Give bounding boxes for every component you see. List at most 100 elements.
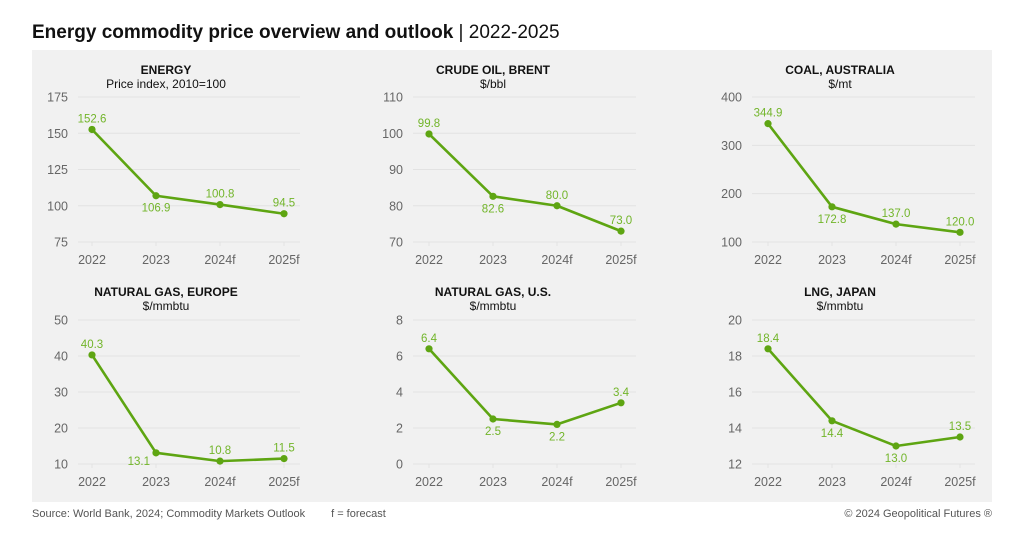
x-tick-label: 2024f [880,475,912,489]
chart-panel-3: NATURAL GAS, EUROPE$/mmbtu 10 20 30 40 50 2022… [54,285,300,489]
y-tick-label: 4 [396,386,403,400]
data-point [553,202,561,210]
y-tick-label: 30 [54,386,68,400]
x-tick-label: 2025f [944,475,976,489]
data-label: 172.8 [818,214,847,226]
data-label: 10.8 [209,445,231,457]
data-point [828,203,836,211]
data-point [489,192,497,200]
data-label: 13.1 [128,456,150,468]
y-tick-label: 12 [728,458,742,472]
x-tick-label: 2022 [415,475,443,489]
data-point [617,227,625,235]
data-label: 11.5 [273,443,295,455]
data-point [828,417,836,425]
y-tick-label: 175 [47,91,68,105]
data-label: 2.5 [485,426,501,438]
series-line [766,122,962,234]
copyright: © 2024 Geopolitical Futures ® [844,508,992,520]
x-tick-label: 2023 [142,475,170,489]
y-tick-label: 0 [396,458,403,472]
data-point [956,433,964,441]
chart-title: CRUDE OIL, BRENT [436,63,551,77]
chart-unit: $/mt [828,77,852,91]
x-tick-label: 2023 [479,253,507,267]
x-tick-label: 2025f [605,475,637,489]
series-line [766,347,962,448]
data-label: 344.9 [754,108,783,120]
y-tick-label: 16 [728,386,742,400]
y-tick-label: 20 [54,422,68,436]
data-label: 14.4 [821,428,844,440]
chart-panel-5: LNG, JAPAN$/mmbtu 12 14 16 18 20 2022 2023 2024f… [728,285,976,489]
data-point [280,455,288,463]
x-tick-label: 2024f [204,475,236,489]
y-tick-label: 150 [47,127,68,141]
x-tick-label: 2025f [944,253,976,267]
chart-unit: $/mmbtu [817,299,864,313]
chart-unit: $/mmbtu [143,299,190,313]
chart-title: ENERGY [141,63,192,77]
data-point [764,345,772,353]
data-label: 106.9 [142,203,171,215]
y-tick-label: 18 [728,350,742,364]
x-tick-label: 2024f [880,253,912,267]
data-label: 2.2 [549,431,565,443]
data-point [489,415,497,423]
x-tick-label: 2024f [204,253,236,267]
forecast-note: f = forecast [331,508,386,520]
data-label: 99.8 [418,118,440,130]
y-tick-label: 400 [721,91,742,105]
y-tick-label: 50 [54,314,68,328]
data-point [892,220,900,228]
y-tick-label: 2 [396,422,403,436]
chart-title: COAL, AUSTRALIA [785,63,895,77]
footer-source: Source: World Bank, 2024; Commodity Mark… [32,508,386,520]
data-point [425,130,433,138]
data-point [152,449,160,457]
data-label: 82.6 [482,203,504,215]
y-tick-label: 200 [721,187,742,201]
y-tick-label: 70 [389,236,403,250]
data-point [280,210,288,218]
data-label: 94.5 [273,198,295,210]
data-label: 73.0 [610,215,632,227]
page-title: Energy commodity price overview and outl… [32,22,560,44]
y-tick-label: 125 [47,163,68,177]
x-tick-label: 2022 [78,253,106,267]
chart-title: LNG, JAPAN [804,285,876,299]
x-tick-label: 2022 [754,253,782,267]
source-text: Source: World Bank, 2024; Commodity Mark… [32,508,306,520]
data-point [617,399,625,407]
data-label: 13.5 [949,421,971,433]
series-line [90,353,286,463]
chart-unit: $/mmbtu [470,299,517,313]
y-tick-label: 40 [54,350,68,364]
data-label: 13.0 [885,453,907,465]
x-tick-label: 2023 [818,475,846,489]
chart-panel-2: COAL, AUSTRALIA$/mt 100 200 300 400 2022 2023 2… [721,63,976,267]
y-tick-label: 75 [54,236,68,250]
data-point [892,442,900,450]
x-tick-label: 2025f [268,475,300,489]
data-point [956,228,964,236]
y-tick-label: 8 [396,314,403,328]
y-tick-label: 100 [382,127,403,141]
y-tick-label: 6 [396,350,403,364]
data-point [216,200,224,209]
data-label: 80.0 [546,190,568,202]
x-tick-label: 2025f [268,253,300,267]
x-tick-label: 2025f [605,253,637,267]
data-label: 152.6 [78,113,107,125]
series-line [90,128,286,216]
y-tick-label: 110 [383,91,403,105]
x-tick-label: 2024f [541,475,573,489]
x-tick-label: 2022 [78,475,106,489]
y-tick-label: 80 [389,199,403,213]
data-point [216,457,224,465]
y-tick-label: 10 [54,458,68,472]
data-label: 100.8 [206,189,235,201]
x-tick-label: 2023 [142,253,170,267]
chart-unit: Price index, 2010=100 [106,77,226,91]
